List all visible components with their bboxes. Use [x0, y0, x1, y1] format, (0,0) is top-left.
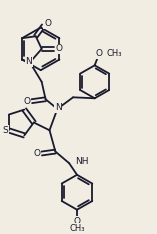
Text: NH: NH — [75, 157, 89, 166]
Text: O: O — [23, 97, 30, 106]
Text: CH₃: CH₃ — [69, 224, 85, 233]
Text: N: N — [55, 103, 62, 113]
Text: N: N — [26, 57, 32, 66]
Text: O: O — [44, 19, 51, 28]
Text: O: O — [33, 149, 40, 158]
Text: O: O — [56, 44, 63, 53]
Text: O: O — [95, 49, 102, 58]
Text: O: O — [73, 217, 81, 226]
Text: S: S — [2, 126, 8, 135]
Text: CH₃: CH₃ — [106, 49, 122, 58]
